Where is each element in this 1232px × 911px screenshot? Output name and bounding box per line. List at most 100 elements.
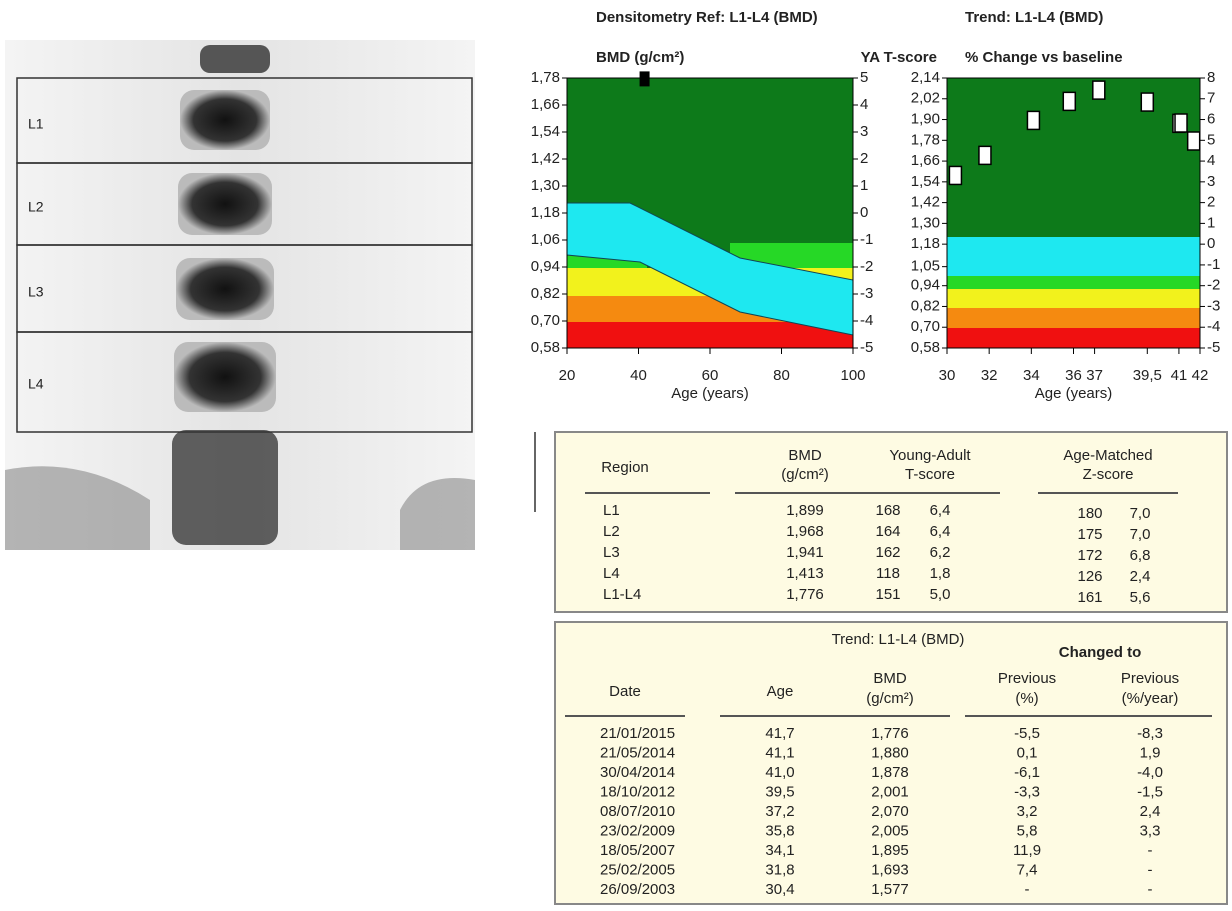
table-cell: 6,2 xyxy=(930,544,951,561)
y-tick-label: 1,78 xyxy=(531,69,560,86)
y2-tick-label: 5 xyxy=(860,69,868,86)
data-point xyxy=(1188,132,1200,150)
table-cell: 30/04/2014 xyxy=(600,764,675,781)
chart-title: Densitometry Ref: L1-L4 (BMD) xyxy=(596,9,818,26)
y-tick-label: 1,18 xyxy=(531,204,560,221)
y2-tick-label: 8 xyxy=(1207,69,1215,86)
y-tick-label: 1,54 xyxy=(531,123,560,140)
x-axis-label: Age (years) xyxy=(1035,385,1113,402)
table-cell: 175 xyxy=(1077,526,1102,543)
data-point xyxy=(1175,114,1187,132)
column-header: Date xyxy=(609,683,641,700)
x-tick-label: 20 xyxy=(559,367,576,384)
table-cell: 168 xyxy=(875,502,900,519)
column-header: BMD xyxy=(873,670,907,687)
y2-tick-label: -5 xyxy=(860,339,873,356)
table-cell: 164 xyxy=(875,523,900,540)
x-tick-label: 60 xyxy=(702,367,719,384)
y-tick-label: 0,94 xyxy=(531,258,560,275)
table-cell: 6,4 xyxy=(930,523,951,540)
y-tick-label: 0,58 xyxy=(531,339,560,356)
data-point xyxy=(1063,92,1075,110)
y-tick-label: 1,42 xyxy=(531,150,560,167)
x-tick-label: 39,5 xyxy=(1133,367,1162,384)
table-cell: 26/09/2003 xyxy=(600,881,675,898)
table-cell: 118 xyxy=(876,565,900,582)
y2-tick-label: -2 xyxy=(1207,277,1220,294)
table-cell: 2,4 xyxy=(1130,568,1151,585)
table-cell: -3,3 xyxy=(1014,783,1040,800)
y2-tick-label: -3 xyxy=(1207,297,1220,314)
reference-bands xyxy=(567,78,1200,348)
table-cell: -8,3 xyxy=(1137,725,1163,742)
spine-image: L1 L2 L3 L4 xyxy=(5,40,475,550)
table-cell: L1-L4 xyxy=(603,586,641,603)
column-header: Age-Matched xyxy=(1063,447,1152,464)
y2-tick-label: 3 xyxy=(860,123,868,140)
table-cell: 1,776 xyxy=(786,586,824,603)
y2-axis-label: YA T-score xyxy=(861,49,937,66)
table-cell: 41,7 xyxy=(765,725,794,742)
table-cell: 1,413 xyxy=(786,565,824,582)
table-cell: - xyxy=(1148,842,1153,859)
vertebra-label: L3 xyxy=(28,284,44,300)
table-cell: 0,1 xyxy=(1017,744,1038,761)
table-cell: 1,899 xyxy=(786,502,824,519)
y-tick-label: 0,70 xyxy=(531,312,560,329)
vertebra-label: L4 xyxy=(28,376,44,392)
table-cell: 34,1 xyxy=(765,842,794,859)
table-cell: 161 xyxy=(1077,589,1102,606)
column-header: Previous xyxy=(998,670,1056,687)
table-cell: 1,895 xyxy=(871,842,909,859)
vertebra-label: L1 xyxy=(28,116,44,132)
table-cell: 126 xyxy=(1077,568,1102,585)
x-tick-label: 100 xyxy=(840,367,865,384)
table-cell: -6,1 xyxy=(1014,764,1040,781)
y2-tick-label: 5 xyxy=(1207,131,1215,148)
table-cell: 1,941 xyxy=(786,544,824,561)
y2-tick-label: 4 xyxy=(1207,152,1215,169)
y2-tick-label: 0 xyxy=(1207,235,1215,252)
y2-tick-label: 7 xyxy=(1207,90,1215,107)
y2-tick-label: -1 xyxy=(860,231,873,248)
table-cell: L2 xyxy=(603,523,620,540)
vertebra-label: L2 xyxy=(28,199,44,215)
table-cell: 180 xyxy=(1077,505,1102,522)
chart-title: Trend: L1-L4 (BMD) xyxy=(965,9,1103,26)
x-tick-label: 41 xyxy=(1171,367,1188,384)
table-cell: 25/02/2005 xyxy=(600,861,675,878)
data-point xyxy=(949,166,961,184)
y2-tick-label: -4 xyxy=(1207,318,1220,335)
x-tick-label: 80 xyxy=(773,367,790,384)
table-cell: 2,070 xyxy=(871,803,909,820)
data-point xyxy=(1093,81,1105,99)
report: L1 L2 L3 L4 Densitometry Ref: L1-L4 (BMD… xyxy=(0,0,1232,906)
table-cell: L1 xyxy=(603,502,620,519)
table-cell: 1,968 xyxy=(786,523,824,540)
table-cell: 1,776 xyxy=(871,725,909,742)
y-tick-label: 0,82 xyxy=(911,297,940,314)
table-cell: 3,2 xyxy=(1017,803,1038,820)
y-tick-label: 1,54 xyxy=(911,173,940,190)
table-cell: 1,878 xyxy=(871,764,909,781)
y-tick-label: 0,58 xyxy=(911,339,940,356)
column-header: (g/cm²) xyxy=(866,690,914,707)
table-title: Trend: L1-L4 (BMD) xyxy=(832,631,965,648)
table-cell: -4,0 xyxy=(1137,764,1163,781)
table-cell: 21/05/2014 xyxy=(600,744,675,761)
group-header: Changed to xyxy=(1059,644,1142,661)
column-header: (%/year) xyxy=(1122,690,1179,707)
data-point xyxy=(1027,111,1039,129)
table-cell: 37,2 xyxy=(765,803,794,820)
x-tick-label: 40 xyxy=(630,367,647,384)
data-point xyxy=(979,146,991,164)
column-header: Age xyxy=(767,683,794,700)
y-tick-label: 1,05 xyxy=(911,258,940,275)
y-tick-label: 1,06 xyxy=(531,231,560,248)
y2-tick-label: 2 xyxy=(1207,194,1215,211)
y-tick-label: 1,42 xyxy=(911,194,940,211)
table-cell: 5,8 xyxy=(1017,822,1038,839)
table-cell: 162 xyxy=(875,544,900,561)
y-tick-label: 1,66 xyxy=(531,96,560,113)
y-tick-label: 0,70 xyxy=(911,318,940,335)
